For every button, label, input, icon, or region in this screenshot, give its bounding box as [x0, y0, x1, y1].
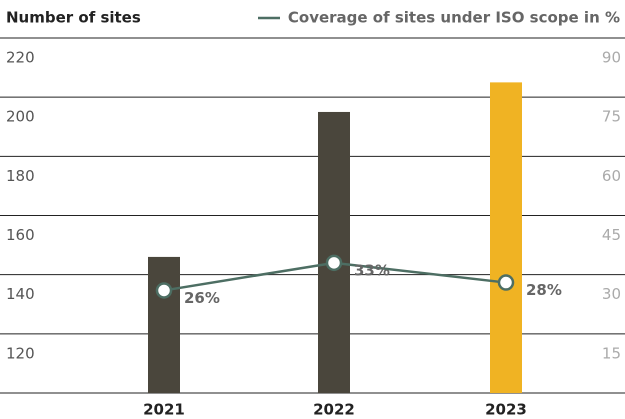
y-tick-label: 220: [6, 49, 35, 67]
x-tick-label: 2021: [143, 401, 185, 419]
y2-tick-label: 75: [602, 108, 621, 126]
y-tick-label: 180: [6, 167, 35, 185]
y-tick-label: 140: [6, 285, 35, 303]
y2-tick-label: 15: [602, 344, 621, 362]
data-label: 26%: [184, 289, 220, 307]
y-axis-title: Number of sites: [6, 9, 141, 27]
legend-label: Coverage of sites under ISO scope in %: [288, 9, 620, 27]
x-tick-label: 2023: [485, 401, 527, 419]
bar: [148, 256, 180, 393]
y-tick-label: 120: [6, 344, 35, 362]
y2-tick-label: 60: [602, 167, 621, 185]
data-label: 28%: [526, 281, 562, 299]
bar: [490, 82, 522, 393]
line-marker: [325, 254, 343, 272]
y2-tick-label: 30: [602, 285, 621, 303]
y2-tick-label: 45: [602, 226, 621, 244]
x-tick-label: 2022: [313, 401, 355, 419]
y-tick-label: 200: [6, 108, 35, 126]
line-marker: [497, 274, 515, 291]
data-label: 33%: [354, 261, 390, 279]
line-marker: [155, 282, 173, 299]
y2-tick-label: 90: [602, 49, 621, 67]
y-tick-label: 160: [6, 226, 35, 244]
bar: [318, 111, 350, 393]
